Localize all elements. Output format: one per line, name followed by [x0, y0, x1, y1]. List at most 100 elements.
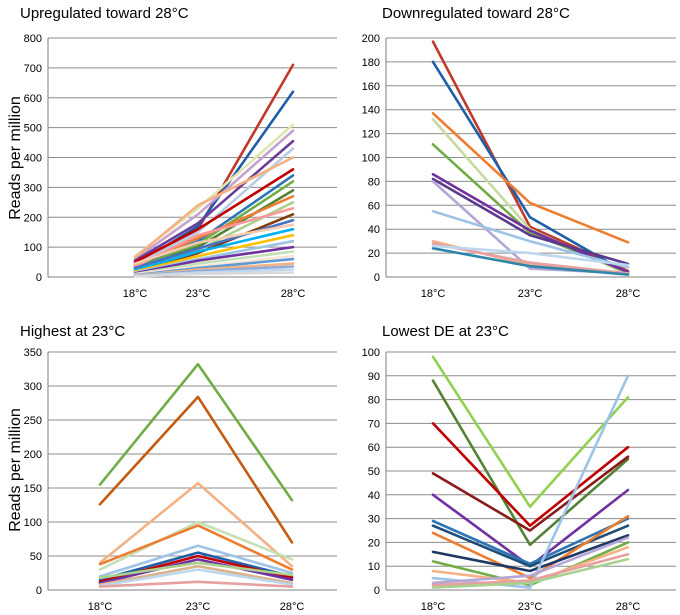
series-line-s2 — [431, 379, 630, 547]
series-line-s4 — [431, 455, 630, 532]
y-tick-label: 50 — [368, 466, 380, 478]
series-line-s13 — [431, 244, 630, 267]
y-tick-label: 300 — [24, 381, 42, 393]
y-tick-label: 250 — [24, 415, 42, 427]
series-group — [133, 63, 295, 278]
series-line-s13 — [431, 536, 630, 585]
series-line-s3 — [431, 112, 630, 244]
series-line-s5 — [98, 524, 294, 571]
series-line-s4 — [133, 129, 295, 261]
series-line-s9 — [431, 210, 630, 269]
y-tick-label: 80 — [368, 176, 380, 188]
x-tick-label: 23°C — [518, 288, 543, 300]
y-axis-label: Reads per million — [7, 96, 24, 220]
x-tick-label: 28°C — [280, 601, 305, 613]
series-line-s9 — [431, 533, 630, 573]
y-tick-label: 20 — [368, 248, 380, 260]
y-tick-label: 10 — [368, 561, 380, 573]
y-tick-label: 400 — [24, 153, 42, 165]
y-tick-label: 200 — [362, 33, 380, 45]
panel-lowest-de-23c: Lowest DE at 23°C 0 10 20 30 40 50 60 70 80 90 100 1… — [362, 323, 676, 613]
series-line-s1 — [98, 362, 294, 502]
y-tick-label: 90 — [368, 371, 380, 383]
chart-title: Downregulated toward 28°C — [382, 5, 570, 22]
y-tick-label: 500 — [24, 123, 42, 135]
series-line-s28 — [133, 271, 295, 278]
y-tick-label: 30 — [368, 514, 380, 526]
series-group — [431, 40, 630, 276]
series-group — [431, 355, 630, 589]
y-tick-label: 40 — [368, 490, 380, 502]
y-tick-label: 0 — [36, 585, 42, 597]
series-line-s7 — [431, 177, 630, 266]
x-tick-label: 23°C — [186, 288, 211, 300]
y-tick-label: 100 — [362, 153, 380, 165]
chart-title: Lowest DE at 23°C — [382, 323, 509, 340]
series-line-s3 — [431, 422, 630, 528]
y-tick-label: 150 — [24, 483, 42, 495]
y-tick-label: 700 — [24, 63, 42, 75]
series-line-s11 — [431, 242, 630, 275]
series-line-s21 — [133, 245, 295, 275]
y-tick-label: 0 — [36, 272, 42, 284]
y-tick-label: 120 — [362, 129, 380, 141]
panel-highest-23c: Highest at 23°C 0 50 100 150 200 250 300 350 18°C… — [7, 323, 337, 613]
x-tick-label: 18°C — [421, 601, 446, 613]
chart-title: Highest at 23°C — [20, 323, 125, 340]
y-tick-label: 40 — [368, 224, 380, 236]
y-tick-label: 350 — [24, 347, 42, 359]
series-line-s1 — [431, 355, 630, 509]
y-tick-label: 100 — [24, 242, 42, 254]
series-line-s6 — [431, 517, 630, 566]
x-tick-label: 18°C — [88, 601, 113, 613]
x-tick-label: 18°C — [123, 288, 148, 300]
y-tick-label: 300 — [24, 182, 42, 194]
x-tick-label: 23°C — [186, 601, 211, 613]
y-tick-label: 100 — [362, 347, 380, 359]
y-tick-label: 0 — [374, 585, 380, 597]
y-tick-label: 100 — [24, 517, 42, 529]
series-line-s15 — [431, 557, 630, 589]
y-tick-label: 70 — [368, 418, 380, 430]
y-tick-label: 80 — [368, 395, 380, 407]
x-tick-label: 23°C — [518, 601, 543, 613]
y-tick-label: 180 — [362, 57, 380, 69]
series-line-s19 — [133, 233, 295, 273]
series-line-s7 — [133, 156, 295, 259]
x-tick-label: 28°C — [616, 601, 641, 613]
series-line-s6 — [133, 147, 295, 265]
x-tick-label: 28°C — [616, 288, 641, 300]
series-line-s10 — [133, 180, 295, 270]
series-line-s8 — [431, 514, 630, 580]
series-line-s6 — [98, 544, 294, 578]
panel-upregulated: Upregulated toward 28°C 0 100 200 300 400 500 6… — [7, 5, 337, 300]
series-line-s11 — [98, 564, 294, 586]
series-line-s22 — [133, 250, 295, 276]
series-line-s7 — [431, 524, 630, 568]
y-tick-label: 50 — [30, 551, 42, 563]
panel-downregulated: Downregulated toward 28°C 0 20 40 60 80 100 120… — [362, 5, 676, 300]
series-group — [98, 362, 294, 588]
y-tick-label: 600 — [24, 93, 42, 105]
series-line-s10 — [98, 561, 294, 580]
y-tick-label: 20 — [368, 537, 380, 549]
series-line-s9 — [133, 174, 295, 268]
series-line-s8 — [133, 168, 295, 264]
x-tick-label: 28°C — [281, 288, 306, 300]
series-line-s17 — [133, 223, 295, 265]
series-line-s2 — [98, 395, 294, 544]
y-tick-label: 60 — [368, 442, 380, 454]
y-tick-label: 160 — [362, 81, 380, 93]
x-tick-label: 18°C — [421, 288, 446, 300]
series-line-s5 — [133, 139, 295, 262]
series-line-s3 — [98, 481, 294, 568]
series-line-s13 — [98, 580, 294, 588]
y-tick-label: 200 — [24, 449, 42, 461]
chart-title: Upregulated toward 28°C — [20, 5, 189, 22]
y-tick-label: 60 — [368, 200, 380, 212]
series-line-s7 — [98, 551, 294, 582]
y-tick-label: 140 — [362, 105, 380, 117]
series-line-s9 — [98, 558, 294, 585]
series-line-s12 — [431, 247, 630, 276]
